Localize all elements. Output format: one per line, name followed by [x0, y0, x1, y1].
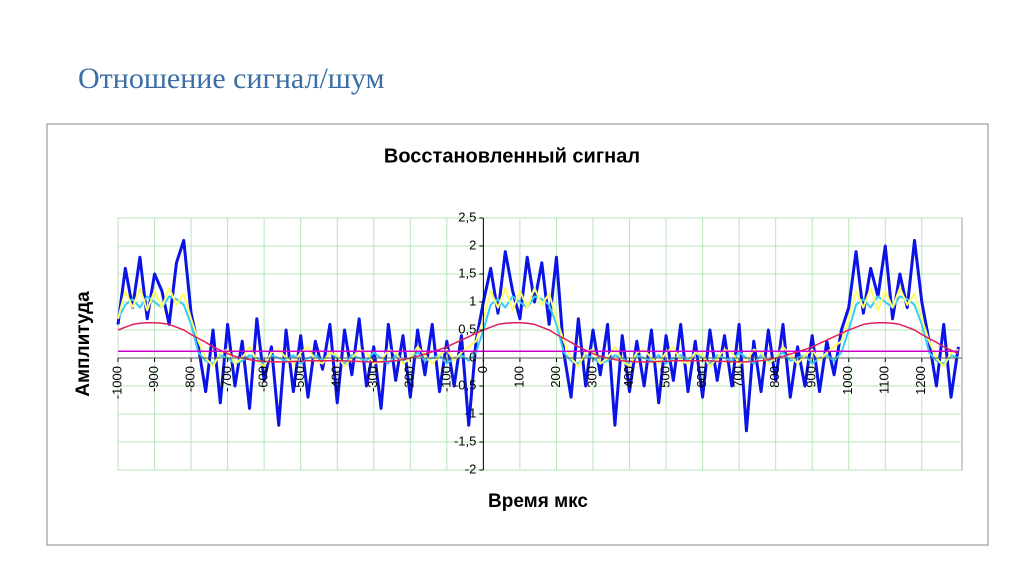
x-axis-label: Время мкс	[488, 491, 588, 512]
x-tick-label: 400	[621, 366, 636, 388]
x-tick-label: -100	[438, 366, 453, 392]
x-tick-label: 200	[548, 366, 563, 388]
x-tick-label: -400	[329, 366, 344, 392]
y-tick-label: -2	[465, 461, 477, 476]
x-tick-label: 700	[731, 366, 746, 388]
x-tick-label: -600	[256, 366, 271, 392]
x-tick-label: 900	[804, 366, 819, 388]
x-tick-label: 300	[584, 366, 599, 388]
x-tick-label: 800	[767, 366, 782, 388]
slide-title: Отношение сигнал/шум	[78, 62, 385, 95]
x-tick-label: -1000	[109, 366, 124, 399]
x-tick-label: 1000	[840, 366, 855, 395]
x-tick-label: 1200	[913, 366, 928, 395]
y-tick-label: -1,5	[454, 433, 476, 448]
x-tick-label: 100	[511, 366, 526, 388]
series-line	[116, 238, 960, 433]
lines	[116, 238, 960, 433]
x-tick-label: -900	[146, 366, 161, 392]
x-tick-label: 1100	[877, 366, 892, 394]
y-tick-label: -1	[465, 405, 477, 420]
chart-title: Восстановленный сигнал	[384, 145, 640, 167]
axes: 2,521,510,50-0,5-1-1,5-2-1000 -900 -800 -70…	[109, 209, 962, 476]
y-tick-label: 0	[469, 349, 476, 364]
y-tick-label: 1,5	[458, 265, 476, 280]
x-tick-label: -300	[365, 366, 380, 392]
x-tick-label: -500	[292, 366, 307, 392]
x-tick-label: -700	[219, 366, 234, 392]
y-tick-label: 2,5	[458, 209, 476, 224]
series-line	[117, 287, 959, 368]
y-tick-label: 1	[469, 293, 476, 308]
x-tick-label: 500	[657, 366, 672, 388]
x-tick-label: 600	[694, 366, 709, 388]
series-line	[117, 321, 959, 363]
x-tick-label: 0	[475, 366, 490, 373]
x-tick-label: -800	[183, 366, 198, 392]
y-tick-label: 0,5	[458, 321, 476, 336]
y-tick-label: 2	[469, 237, 476, 252]
plot-area	[117, 217, 963, 471]
x-tick-label: -200	[402, 366, 417, 392]
y-axis-label: Амплитуда	[73, 291, 94, 397]
y-tick-label: -0,5	[454, 377, 476, 392]
